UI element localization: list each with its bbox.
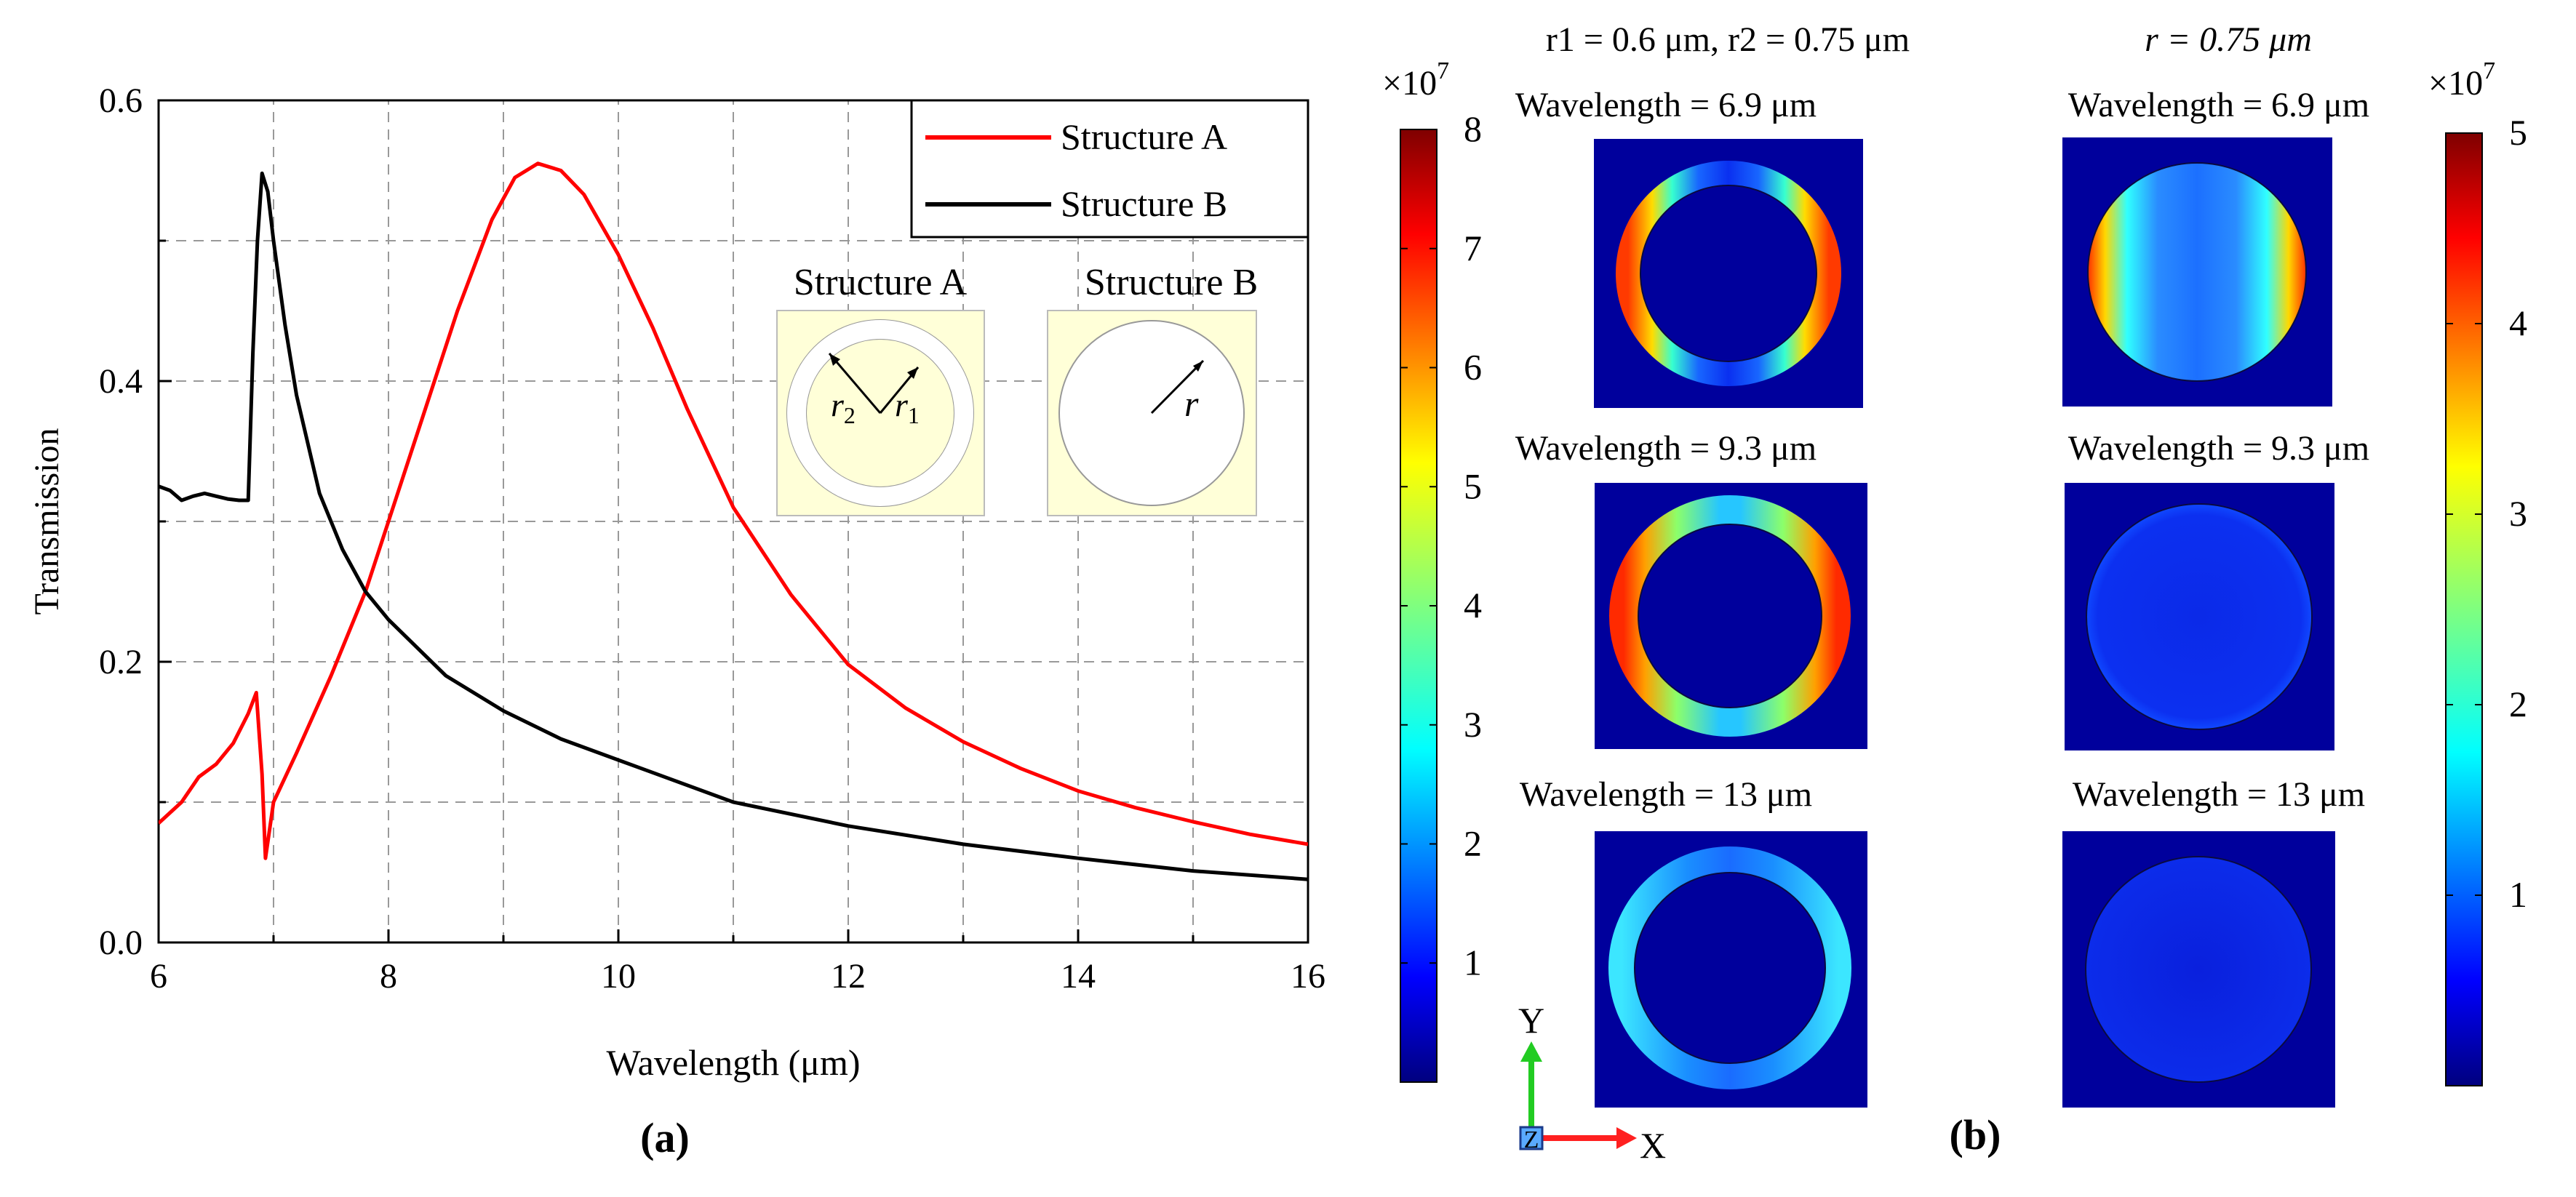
x-axis-letter: X: [1640, 1125, 1666, 1166]
field-map-b-13: [2062, 831, 2335, 1108]
colorbar-tick-label: 1: [2509, 874, 2527, 915]
field-map-b-9.3: [2065, 483, 2334, 750]
inset-b-arrow-r: [1150, 359, 1205, 415]
x-tick-label: 16: [1291, 957, 1325, 996]
colorbar-right-exponent: ×107: [2428, 57, 2495, 103]
z-axis-box-icon: [1519, 1126, 1544, 1150]
y-axis-letter: Y: [1518, 1000, 1544, 1041]
axis-ticks: 6 8 10 12 14 16 0.0 0.2 0.4 0.6: [99, 81, 1325, 996]
row-title-6.9-right: Wavelength = 6.9 μm: [2068, 86, 2369, 124]
x-tick-label: 12: [831, 957, 866, 996]
column-header-structure-a: r1 = 0.6 μm, r2 = 0.75 μm: [1546, 20, 1910, 59]
panel-b-label: (b): [1950, 1111, 2001, 1158]
colorbar-tick-label: 8: [1464, 108, 1482, 149]
colorbar-tick-label: 3: [2509, 493, 2527, 534]
inset-structure-a: r2 r1: [776, 310, 985, 516]
colorbar-right-ticks: 1 2 3 4 5: [2446, 112, 2527, 915]
colorbar-tick-label: 2: [1464, 823, 1482, 864]
x-tick-label: 6: [150, 957, 167, 996]
row-title-13-right: Wavelength = 13 μm: [2073, 775, 2365, 814]
x-axis-label: Wavelength (μm): [606, 1042, 860, 1083]
field-map-a-6.9: [1594, 139, 1863, 408]
colorbar-tick-label: 4: [2509, 303, 2527, 343]
y-tick-label: 0.4: [99, 362, 143, 401]
y-tick-label: 0.0: [99, 924, 143, 962]
panel-a-label: (a): [640, 1114, 690, 1161]
inset-a-label-r1: r1: [895, 386, 920, 428]
colorbar-tick-label: 4: [1464, 585, 1482, 625]
inset-structure-a-title: Structure A: [794, 262, 968, 303]
colorbar-tick-label: 1: [1464, 942, 1482, 982]
colorbar-tick-label: 5: [1464, 465, 1482, 506]
inset-structure-b-title: Structure B: [1085, 262, 1258, 303]
panel-b: ×107 1 2 3 4 5 6 7 8 ×107 1 2 3 4 5 r1 = 0.6 μm, r2…: [1382, 20, 2527, 1166]
z-axis-letter: Z: [1524, 1126, 1539, 1153]
x-tick-label: 10: [601, 957, 636, 996]
legend-label-structure-a: Structure A: [1061, 116, 1227, 157]
inset-a-label-r2: r2: [831, 386, 856, 428]
colorbar-left-ticks: 1 2 3 4 5 6 7 8: [1400, 108, 1482, 982]
y-arrowhead-icon: [1520, 1041, 1542, 1062]
arrowhead-icon: [829, 353, 840, 366]
series-structure-a-line: [159, 161, 1308, 860]
colorbar-left-exponent: ×107: [1382, 57, 1449, 103]
inset-structures: Structure A Structure B r2 r1 r: [776, 262, 1258, 516]
field-map-a-9.3: [1595, 483, 1867, 749]
colorbar-tick-label: 6: [1464, 347, 1482, 388]
colorbar-right: ×107 1 2 3 4 5: [2428, 57, 2527, 1086]
y-axis-label: Transmission: [28, 428, 66, 615]
row-title-6.9-left: Wavelength = 6.9 μm: [1515, 86, 1817, 124]
column-header-structure-b: r = 0.75 μm: [2145, 20, 2312, 59]
x-arrowhead-icon: [1616, 1127, 1637, 1149]
inset-a-arrow-r2: [828, 353, 882, 414]
field-map-b-6.9: [2062, 137, 2332, 407]
colorbar-tick-label: 3: [1464, 704, 1482, 745]
legend: Structure A Structure B: [910, 99, 1309, 239]
y-tick-label: 0.2: [99, 643, 143, 681]
arrowhead-icon: [907, 367, 918, 379]
legend-box: [910, 99, 1309, 239]
y-tick-label: 0.6: [99, 81, 143, 120]
colorbar-tick-label: 2: [2509, 684, 2527, 724]
series-structure-b-line: [159, 171, 1308, 881]
arrowhead-icon: [1193, 361, 1203, 372]
axes-indicator: Y X Z: [1518, 1000, 1666, 1166]
inset-structure-b: r: [1047, 310, 1257, 516]
inset-b-label-r: r: [1184, 383, 1199, 424]
colorbar-tick-label: 5: [2509, 112, 2527, 153]
panel-a: 6 8 10 12 14 16 0.0 0.2 0.4 0.6 Transmission Wave…: [28, 81, 1325, 1161]
row-title-9.3-left: Wavelength = 9.3 μm: [1515, 429, 1817, 468]
x-tick-label: 14: [1061, 957, 1096, 996]
colorbar-left: ×107 1 2 3 4 5 6 7 8: [1382, 57, 1482, 1083]
legend-label-structure-b: Structure B: [1061, 183, 1227, 224]
x-tick-label: 8: [380, 957, 397, 996]
row-title-9.3-right: Wavelength = 9.3 μm: [2068, 429, 2369, 468]
field-map-a-13: [1595, 831, 1867, 1108]
colorbar-tick-label: 7: [1464, 228, 1482, 268]
colorbar-right-gradient: [2445, 132, 2483, 1086]
row-title-13-left: Wavelength = 13 μm: [1520, 775, 1812, 814]
